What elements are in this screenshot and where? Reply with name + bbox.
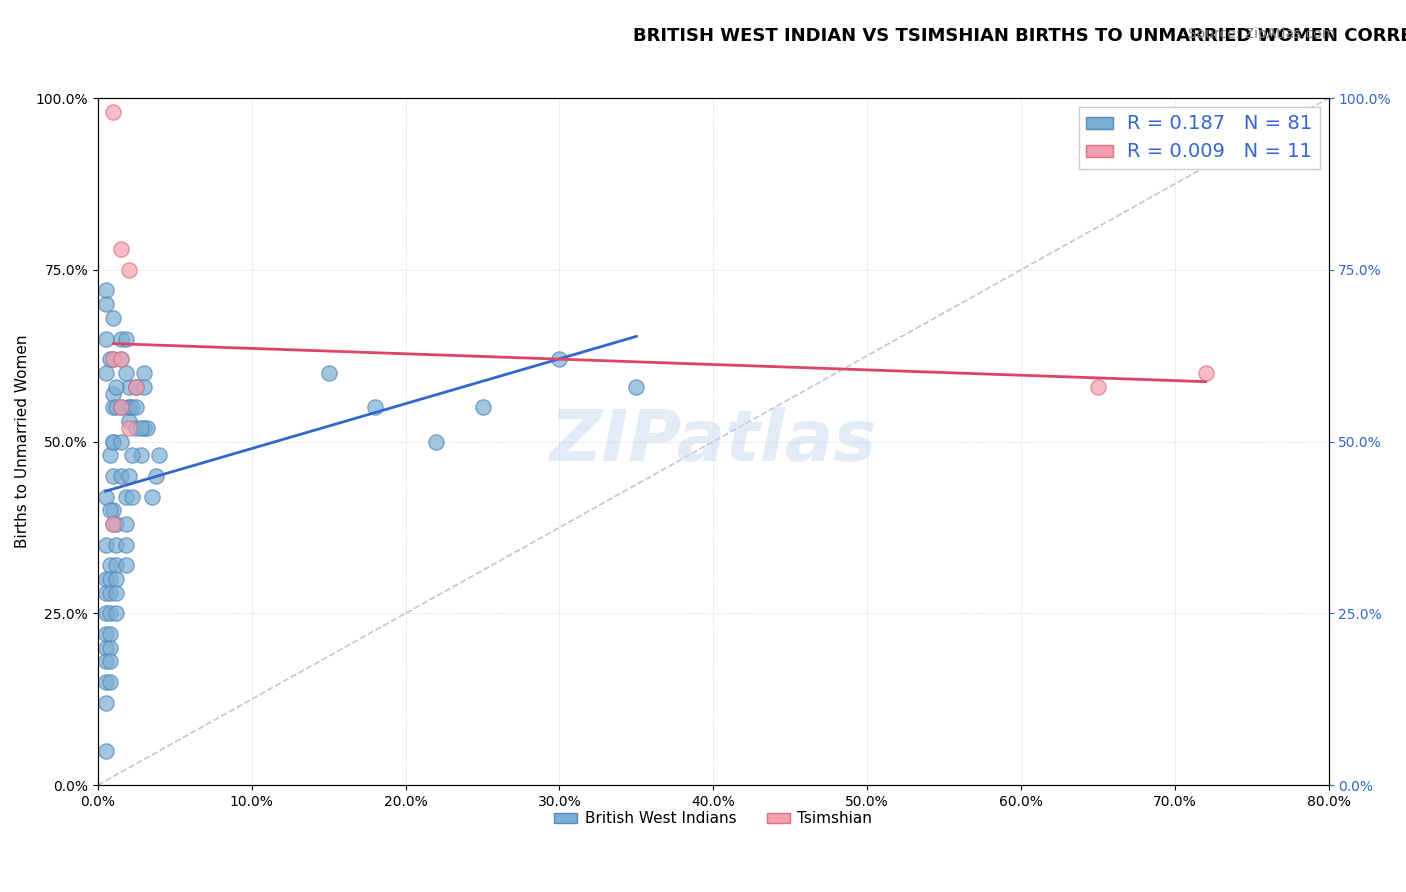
Point xyxy=(548,352,571,367)
Point xyxy=(94,586,117,600)
Point xyxy=(110,401,132,415)
Point xyxy=(125,379,148,393)
Point xyxy=(94,572,117,586)
Point xyxy=(98,627,121,641)
Point xyxy=(103,310,125,325)
Legend: British West Indians, Tsimshian: British West Indians, Tsimshian xyxy=(548,805,879,832)
Point xyxy=(145,469,167,483)
Point xyxy=(118,421,141,435)
Point xyxy=(114,558,136,573)
Point xyxy=(98,572,121,586)
Point xyxy=(98,675,121,690)
Point xyxy=(110,242,132,256)
Point xyxy=(136,421,159,435)
Point xyxy=(121,490,143,504)
Point xyxy=(105,586,128,600)
Point xyxy=(121,401,143,415)
Point xyxy=(125,379,148,393)
Point xyxy=(103,469,125,483)
Point xyxy=(94,538,117,552)
Point xyxy=(118,263,141,277)
Point xyxy=(118,469,141,483)
Point xyxy=(141,490,163,504)
Point xyxy=(103,352,125,367)
Point xyxy=(94,696,117,710)
Point xyxy=(103,401,125,415)
Point xyxy=(94,490,117,504)
Point xyxy=(105,516,128,531)
Point xyxy=(110,332,132,346)
Point xyxy=(118,379,141,393)
Point xyxy=(98,448,121,462)
Point xyxy=(121,448,143,462)
Point xyxy=(132,366,155,380)
Point xyxy=(94,332,117,346)
Point xyxy=(98,607,121,621)
Point xyxy=(103,516,125,531)
Point xyxy=(148,448,170,462)
Point xyxy=(110,469,132,483)
Point xyxy=(425,434,447,449)
Point xyxy=(94,655,117,669)
Point xyxy=(114,332,136,346)
Point xyxy=(103,352,125,367)
Point xyxy=(125,379,148,393)
Point xyxy=(98,352,121,367)
Point xyxy=(94,640,117,655)
Point xyxy=(110,352,132,367)
Point xyxy=(129,421,152,435)
Point xyxy=(132,379,155,393)
Point xyxy=(98,558,121,573)
Point xyxy=(105,558,128,573)
Point xyxy=(118,414,141,428)
Point xyxy=(98,640,121,655)
Point xyxy=(105,401,128,415)
Y-axis label: Births to Unmarried Women: Births to Unmarried Women xyxy=(15,334,30,549)
Point xyxy=(1087,379,1109,393)
Point xyxy=(94,297,117,311)
Point xyxy=(118,401,141,415)
Point xyxy=(110,352,132,367)
Point xyxy=(125,421,148,435)
Point xyxy=(103,386,125,401)
Point xyxy=(105,572,128,586)
Point xyxy=(98,655,121,669)
Point xyxy=(105,607,128,621)
Point xyxy=(364,401,387,415)
Point xyxy=(110,401,132,415)
Point xyxy=(114,538,136,552)
Point xyxy=(94,607,117,621)
Point xyxy=(132,421,155,435)
Point xyxy=(94,675,117,690)
Point xyxy=(471,401,494,415)
Point xyxy=(105,538,128,552)
Point xyxy=(103,104,125,119)
Point xyxy=(98,503,121,517)
Point xyxy=(94,284,117,298)
Point xyxy=(103,503,125,517)
Point xyxy=(118,401,141,415)
Point xyxy=(103,516,125,531)
Text: Source: ZipAtlas.com: Source: ZipAtlas.com xyxy=(1188,27,1336,41)
Point xyxy=(114,516,136,531)
Point xyxy=(129,448,152,462)
Point xyxy=(114,490,136,504)
Point xyxy=(110,434,132,449)
Point xyxy=(105,379,128,393)
Point xyxy=(318,366,340,380)
Point xyxy=(94,744,117,758)
Point xyxy=(626,379,648,393)
Text: BRITISH WEST INDIAN VS TSIMSHIAN BIRTHS TO UNMARRIED WOMEN CORRELATION CHART: BRITISH WEST INDIAN VS TSIMSHIAN BIRTHS … xyxy=(633,27,1406,45)
Point xyxy=(103,434,125,449)
Point xyxy=(103,434,125,449)
Point xyxy=(94,627,117,641)
Point xyxy=(125,401,148,415)
Point xyxy=(98,586,121,600)
Point xyxy=(94,366,117,380)
Point xyxy=(1194,366,1216,380)
Text: ZIPatlas: ZIPatlas xyxy=(550,407,877,476)
Point xyxy=(114,366,136,380)
